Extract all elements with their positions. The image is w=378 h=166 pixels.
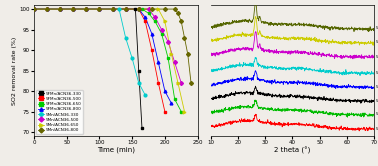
Text: 5FMn/ACN36-800: 5FMn/ACN36-800 — [376, 99, 378, 103]
Text: 5FMn/ACN36-800 after SO2 removal: 5FMn/ACN36-800 after SO2 removal — [376, 55, 378, 59]
X-axis label: Time (min): Time (min) — [97, 147, 135, 153]
Text: 5Mn/ACN36-650: 5Mn/ACN36-650 — [376, 71, 378, 75]
Y-axis label: SO2 removal rate (%): SO2 removal rate (%) — [12, 36, 17, 105]
Text: 5Mn/ACN36-650 after SO2 removal: 5Mn/ACN36-650 after SO2 removal — [376, 26, 378, 30]
Text: 5FMn/ACN36-500: 5FMn/ACN36-500 — [376, 127, 378, 131]
Text: 5FMn/ACN36-650 after SO2 removal: 5FMn/ACN36-650 after SO2 removal — [376, 41, 378, 44]
Text: 5FMn/ACN36-650: 5FMn/ACN36-650 — [376, 112, 378, 116]
Legend: 5FMn/ACN36-330, 5FMn/ACN36-500, 5FMn/ACN36-650, 5FMn/ACN36-800, 5Mn/ACN36-330, 5: 5FMn/ACN36-330, 5FMn/ACN36-500, 5FMn/ACN… — [36, 90, 83, 134]
Text: 5Mn/ACN36-500: 5Mn/ACN36-500 — [376, 85, 378, 89]
X-axis label: 2 theta (°): 2 theta (°) — [274, 147, 311, 154]
